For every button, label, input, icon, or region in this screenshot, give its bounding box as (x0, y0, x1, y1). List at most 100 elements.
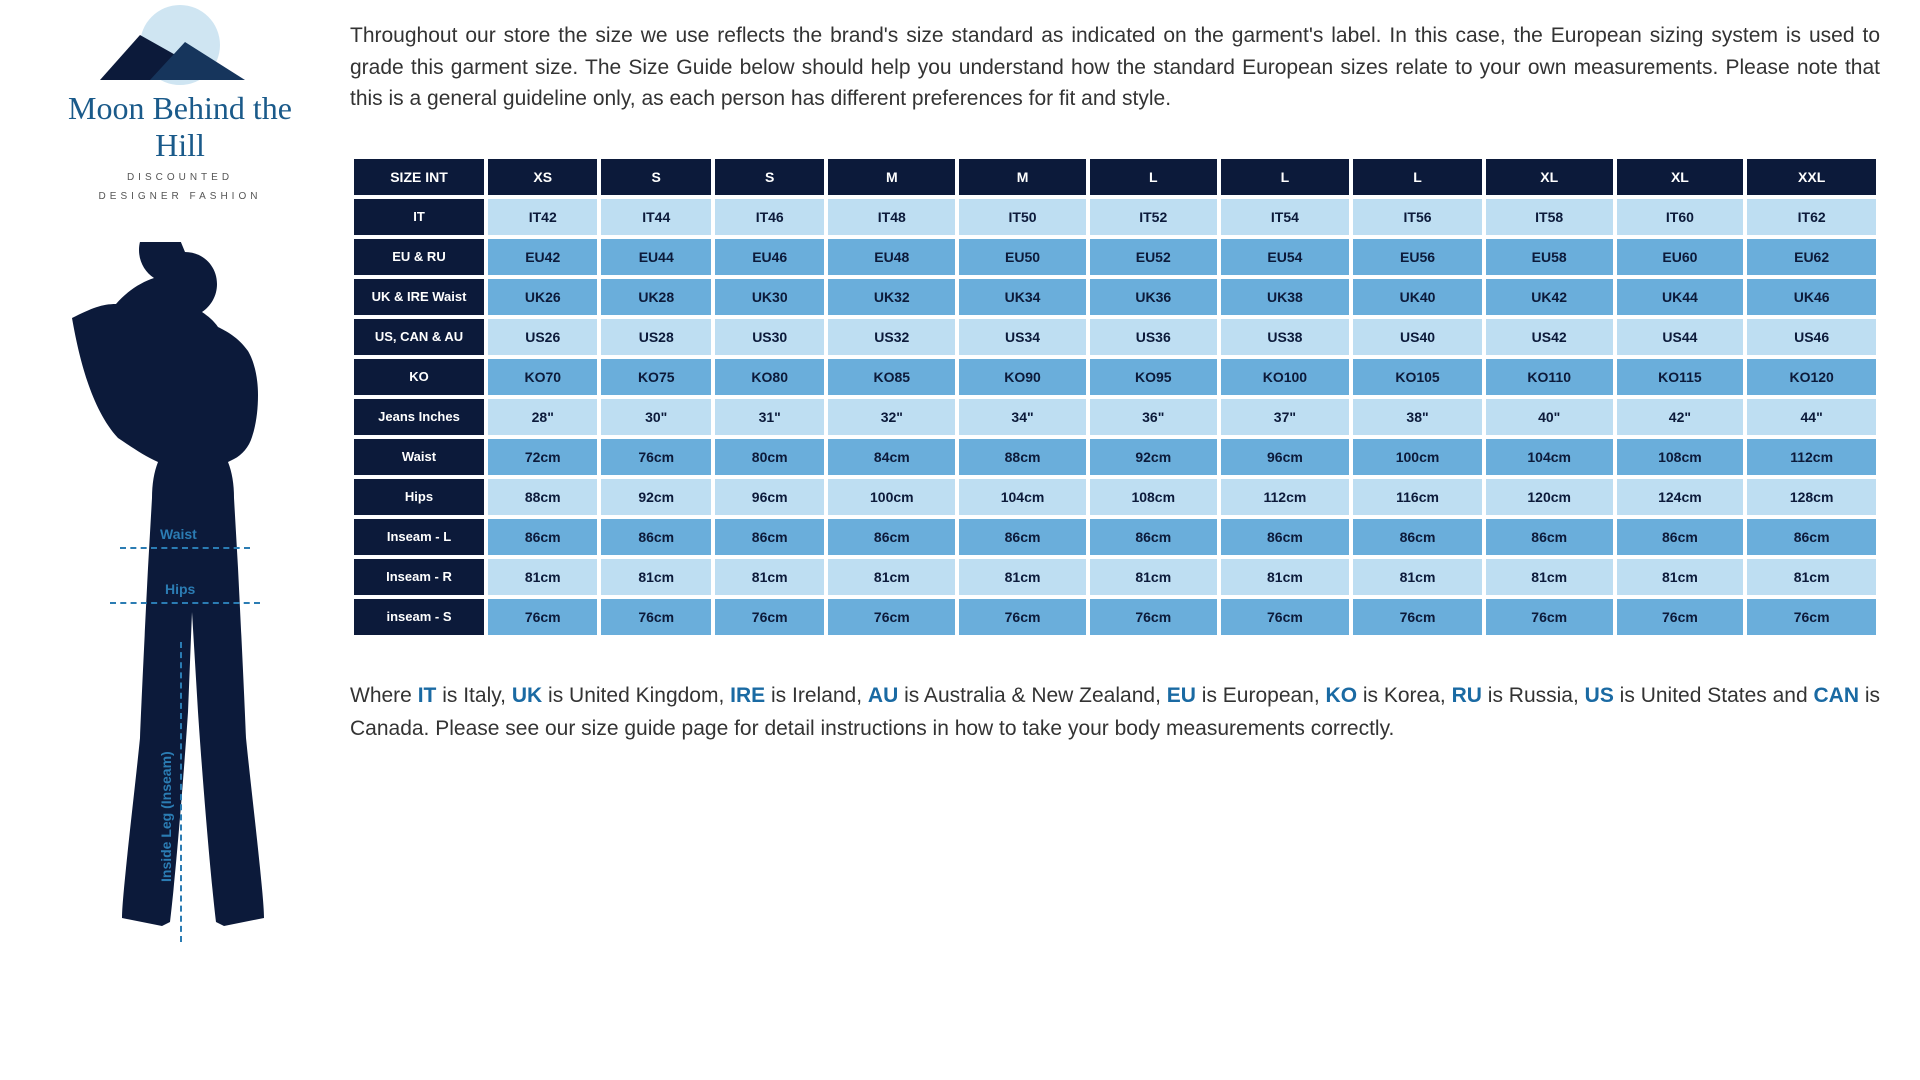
size-cell: 81cm (1221, 559, 1350, 595)
page-container: Moon Behind the Hill DISCOUNTED DESIGNER… (40, 20, 1880, 962)
brand-name: Moon Behind the Hill (40, 90, 320, 164)
header-size-cell: XL (1617, 159, 1744, 195)
size-cell: UK32 (828, 279, 955, 315)
size-cell: IT52 (1090, 199, 1217, 235)
size-cell: IT50 (959, 199, 1086, 235)
size-cell: UK40 (1353, 279, 1482, 315)
right-column: Throughout our store the size we use ref… (350, 20, 1880, 962)
size-cell: EU48 (828, 239, 955, 275)
left-column: Moon Behind the Hill DISCOUNTED DESIGNER… (40, 20, 320, 962)
header-size-cell: L (1090, 159, 1217, 195)
size-cell: 76cm (601, 439, 710, 475)
row-label-cell: IT (354, 199, 484, 235)
size-cell: EU58 (1486, 239, 1613, 275)
country-code: UK (512, 684, 542, 707)
size-cell: 124cm (1617, 479, 1744, 515)
country-code: RU (1452, 684, 1482, 707)
size-cell: 34" (959, 399, 1086, 435)
table-row: Waist72cm76cm80cm84cm88cm92cm96cm100cm10… (354, 439, 1876, 475)
table-row: ITIT42IT44IT46IT48IT50IT52IT54IT56IT58IT… (354, 199, 1876, 235)
size-cell: UK26 (488, 279, 597, 315)
size-cell: 81cm (1486, 559, 1613, 595)
size-cell: UK34 (959, 279, 1086, 315)
size-cell: 28" (488, 399, 597, 435)
size-cell: 100cm (828, 479, 955, 515)
row-label-cell: Hips (354, 479, 484, 515)
size-cell: IT46 (715, 199, 824, 235)
size-cell: 120cm (1486, 479, 1613, 515)
size-cell: 96cm (715, 479, 824, 515)
size-cell: 96cm (1221, 439, 1350, 475)
table-row: inseam - S76cm76cm76cm76cm76cm76cm76cm76… (354, 599, 1876, 635)
row-label-cell: KO (354, 359, 484, 395)
hips-label: Hips (165, 581, 195, 597)
header-size-cell: XXL (1747, 159, 1876, 195)
size-cell: 76cm (959, 599, 1086, 635)
size-cell: 81cm (1747, 559, 1876, 595)
size-cell: 86cm (601, 519, 710, 555)
size-cell: EU46 (715, 239, 824, 275)
size-cell: KO70 (488, 359, 597, 395)
size-cell: IT58 (1486, 199, 1613, 235)
size-cell: US30 (715, 319, 824, 355)
size-cell: 86cm (1747, 519, 1876, 555)
header-size-cell: S (601, 159, 710, 195)
size-cell: 104cm (1486, 439, 1613, 475)
size-cell: 42" (1617, 399, 1744, 435)
size-cell: 92cm (1090, 439, 1217, 475)
row-label-cell: UK & IRE Waist (354, 279, 484, 315)
row-label-cell: Waist (354, 439, 484, 475)
table-row: Inseam - R81cm81cm81cm81cm81cm81cm81cm81… (354, 559, 1876, 595)
row-label-cell: Jeans Inches (354, 399, 484, 435)
size-cell: 81cm (488, 559, 597, 595)
size-cell: 86cm (715, 519, 824, 555)
size-cell: 86cm (828, 519, 955, 555)
waist-label: Waist (160, 526, 197, 542)
country-code: CAN (1813, 684, 1859, 707)
country-code: KO (1326, 684, 1358, 707)
size-cell: UK46 (1747, 279, 1876, 315)
size-cell: 86cm (1090, 519, 1217, 555)
size-table: SIZE INTXSSSMMLLLXLXLXXL ITIT42IT44IT46I… (350, 155, 1880, 639)
size-cell: KO95 (1090, 359, 1217, 395)
size-cell: 32" (828, 399, 955, 435)
size-cell: 81cm (1617, 559, 1744, 595)
size-cell: 38" (1353, 399, 1482, 435)
table-row: Hips88cm92cm96cm100cm104cm108cm112cm116c… (354, 479, 1876, 515)
size-cell: IT60 (1617, 199, 1744, 235)
size-cell: 104cm (959, 479, 1086, 515)
size-cell: 37" (1221, 399, 1350, 435)
table-row: KOKO70KO75KO80KO85KO90KO95KO100KO105KO11… (354, 359, 1876, 395)
country-code: AU (868, 684, 898, 707)
size-cell: EU50 (959, 239, 1086, 275)
size-cell: EU44 (601, 239, 710, 275)
header-size-cell: L (1221, 159, 1350, 195)
country-code: US (1585, 684, 1614, 707)
country-code: IT (418, 684, 437, 707)
size-cell: IT48 (828, 199, 955, 235)
size-cell: 128cm (1747, 479, 1876, 515)
size-cell: 44" (1747, 399, 1876, 435)
inseam-label: Inside Leg (Inseam) (158, 751, 174, 882)
size-cell: 116cm (1353, 479, 1482, 515)
size-cell: 88cm (488, 479, 597, 515)
size-cell: 112cm (1747, 439, 1876, 475)
header-size-cell: XL (1486, 159, 1613, 195)
size-cell: 84cm (828, 439, 955, 475)
size-cell: 36" (1090, 399, 1217, 435)
header-size-cell: L (1353, 159, 1482, 195)
size-cell: 31" (715, 399, 824, 435)
size-cell: US28 (601, 319, 710, 355)
size-cell: IT54 (1221, 199, 1350, 235)
size-cell: 86cm (488, 519, 597, 555)
size-cell: 76cm (828, 599, 955, 635)
size-cell: US32 (828, 319, 955, 355)
size-table-body: ITIT42IT44IT46IT48IT50IT52IT54IT56IT58IT… (354, 199, 1876, 635)
size-cell: US26 (488, 319, 597, 355)
table-row: Inseam - L86cm86cm86cm86cm86cm86cm86cm86… (354, 519, 1876, 555)
size-cell: 76cm (1353, 599, 1482, 635)
size-cell: 76cm (1221, 599, 1350, 635)
size-cell: 72cm (488, 439, 597, 475)
header-size-cell: S (715, 159, 824, 195)
table-row: EU & RUEU42EU44EU46EU48EU50EU52EU54EU56E… (354, 239, 1876, 275)
